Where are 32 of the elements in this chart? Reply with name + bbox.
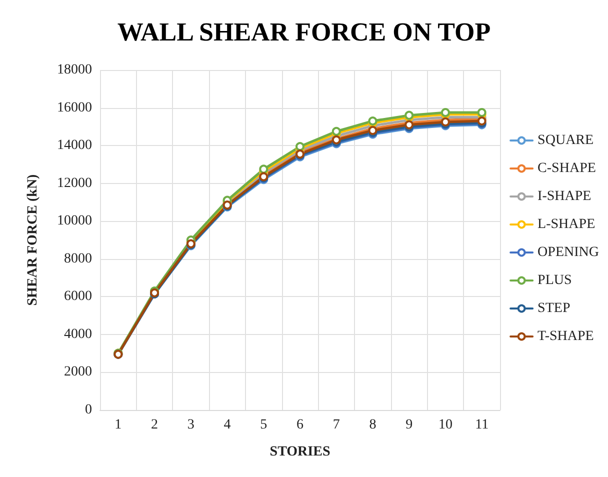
- legend-label: I-SHAPE: [538, 189, 592, 204]
- x-tick-label: 11: [475, 418, 489, 432]
- y-tick-label: 16000: [57, 100, 92, 116]
- y-tick-label: 12000: [57, 176, 92, 191]
- legend-label: OPENING: [538, 245, 600, 260]
- x-tick-label: 5: [260, 418, 268, 432]
- y-tick-label: 14000: [57, 138, 92, 154]
- legend-label: PLUS: [538, 273, 572, 288]
- y-tick-label: 8000: [64, 251, 92, 266]
- x-tick-label: 9: [406, 418, 413, 432]
- y-tick-label: 18000: [57, 62, 92, 78]
- legend-label: STEP: [538, 301, 570, 316]
- x-tick-label: 2: [151, 418, 158, 432]
- legend-label: SQUARE: [538, 133, 594, 148]
- y-tick-label: 6000: [64, 289, 92, 304]
- x-tick-label: 4: [224, 418, 231, 432]
- chart-title: WALL SHEAR FORCE ON TOP: [117, 18, 491, 46]
- x-axis-title: STORIES: [270, 444, 330, 460]
- x-tick-label: 10: [438, 418, 452, 432]
- x-tick-label: 6: [296, 418, 304, 432]
- y-axis-title: SHEAR FORCE (kN): [26, 174, 40, 306]
- y-tick-label: 10000: [57, 214, 92, 229]
- legend-label: T-SHAPE: [538, 329, 594, 344]
- x-tick-label: 8: [369, 418, 376, 432]
- legend-label: C-SHAPE: [538, 161, 596, 176]
- x-tick-label: 7: [332, 418, 340, 432]
- legend-label: L-SHAPE: [538, 217, 596, 232]
- y-tick-label: 0: [85, 402, 92, 418]
- y-tick-label: 4000: [64, 326, 92, 342]
- x-tick-label: 3: [187, 418, 194, 432]
- y-tick-label: 2000: [64, 364, 92, 380]
- x-tick-label: 1: [114, 418, 122, 432]
